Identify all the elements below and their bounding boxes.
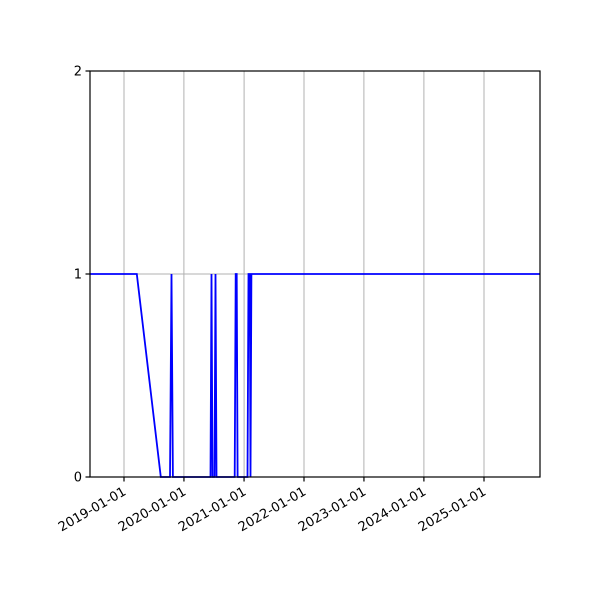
y-tick-label: 0 — [74, 471, 82, 486]
y-axis: 0 1 2 — [74, 65, 90, 486]
series-line-value — [90, 273, 540, 478]
y-tick-label: 1 — [74, 268, 82, 283]
y-tick-label: 2 — [74, 65, 82, 80]
